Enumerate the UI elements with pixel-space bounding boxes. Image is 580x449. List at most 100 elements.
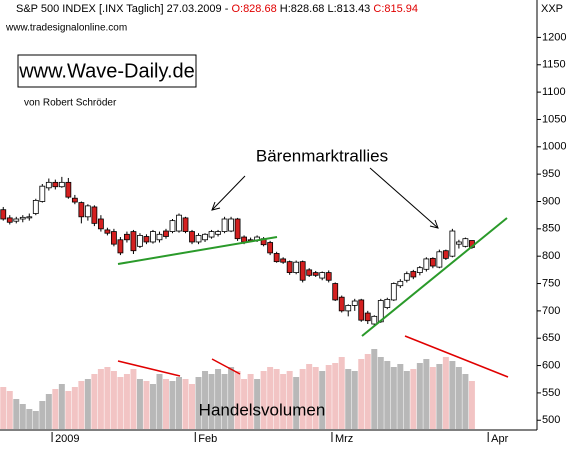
volume-bar bbox=[202, 371, 209, 429]
candle-body bbox=[0, 209, 7, 220]
volume-bar bbox=[195, 377, 202, 429]
candle-body bbox=[351, 300, 358, 306]
volume-bar bbox=[97, 369, 104, 429]
candle-body bbox=[338, 296, 345, 312]
candle-body bbox=[182, 217, 189, 232]
volume-line bbox=[211, 358, 241, 375]
candle-body bbox=[45, 181, 52, 189]
candle-body bbox=[345, 305, 352, 312]
candle-body bbox=[228, 218, 234, 232]
y-tick-label: 550 bbox=[542, 387, 560, 399]
volume-bar bbox=[208, 374, 215, 429]
brand: www.Wave-Daily.de bbox=[18, 60, 195, 82]
volume-line bbox=[404, 335, 509, 378]
volume-bar bbox=[423, 359, 430, 429]
header-close: C:815.94 bbox=[373, 3, 418, 15]
arrow-head bbox=[211, 201, 221, 211]
candle-body bbox=[436, 251, 443, 268]
candle-body bbox=[91, 206, 98, 224]
candle-body bbox=[208, 231, 215, 238]
trend-line bbox=[361, 217, 508, 337]
candle-body bbox=[150, 231, 156, 243]
candle-body bbox=[117, 239, 124, 254]
axis-label: XXP bbox=[541, 3, 563, 15]
candle-body bbox=[423, 258, 430, 270]
x-tick-label: Mrz bbox=[335, 433, 353, 445]
candle-body bbox=[130, 231, 137, 252]
x-tick-label: Feb bbox=[198, 433, 217, 445]
volume-bar bbox=[312, 367, 319, 429]
candle-body bbox=[325, 272, 332, 281]
header-open: O:828.68 bbox=[231, 3, 276, 15]
volume-label: Handelsvolumen bbox=[199, 400, 326, 419]
volume-bar bbox=[442, 357, 449, 429]
candle-body bbox=[364, 312, 371, 322]
candle-body bbox=[442, 250, 449, 259]
candle-body bbox=[78, 202, 85, 218]
candle-body bbox=[169, 220, 176, 232]
volume-bar bbox=[364, 354, 371, 429]
y-tick-label: 1100 bbox=[542, 86, 566, 98]
y-tick-label: 900 bbox=[542, 195, 560, 207]
y-tick-label: 1000 bbox=[542, 141, 566, 153]
header-hl: H:828.68 L:813.43 bbox=[280, 3, 371, 15]
volume-bar bbox=[143, 381, 150, 429]
candle-body bbox=[58, 181, 65, 188]
candle-body bbox=[65, 181, 72, 198]
volume-bar bbox=[215, 369, 222, 429]
volume-bar bbox=[468, 381, 475, 429]
volume-bar bbox=[19, 404, 26, 429]
candle-body bbox=[384, 298, 391, 308]
candle-body bbox=[195, 234, 202, 243]
annotation: Bärenmarktrallies bbox=[256, 146, 388, 165]
volume-bar bbox=[410, 369, 417, 429]
candle-body bbox=[312, 272, 319, 276]
volume-bar bbox=[403, 371, 410, 429]
volume-bar bbox=[254, 379, 261, 429]
candle-body bbox=[202, 233, 208, 241]
volume-bar bbox=[117, 377, 124, 429]
volume-bar bbox=[338, 357, 345, 429]
candle-body bbox=[299, 261, 306, 281]
volume-bar bbox=[332, 363, 339, 429]
candle-body bbox=[449, 230, 456, 257]
volume-bar bbox=[358, 359, 365, 429]
volume-bar bbox=[78, 381, 85, 429]
candle-body bbox=[280, 258, 287, 263]
volume-bar bbox=[241, 379, 248, 429]
volume-bar bbox=[319, 371, 326, 429]
candle-body bbox=[306, 269, 313, 276]
candle-body bbox=[111, 231, 117, 245]
candle-body bbox=[19, 216, 26, 220]
volume-bar bbox=[136, 379, 143, 429]
volume-bar bbox=[455, 367, 462, 429]
x-tick-label: 2009 bbox=[55, 433, 79, 445]
candle-body bbox=[124, 233, 130, 241]
source: www.tradesignalonline.com bbox=[5, 23, 127, 34]
volume-bar bbox=[390, 367, 397, 429]
candle-body bbox=[156, 233, 163, 241]
candle-body bbox=[403, 273, 410, 281]
volume-bar bbox=[351, 371, 358, 429]
candle-body bbox=[221, 218, 228, 232]
volume-bar bbox=[84, 379, 91, 429]
volume-bar bbox=[189, 384, 196, 429]
volume-bar bbox=[65, 391, 72, 429]
candle-body bbox=[163, 230, 169, 237]
volume-bar bbox=[429, 367, 436, 429]
y-tick-label: 700 bbox=[542, 305, 560, 317]
candle-body bbox=[189, 231, 195, 243]
volume-bar bbox=[299, 369, 306, 429]
y-tick-label: 650 bbox=[542, 332, 560, 344]
y-tick-label: 800 bbox=[542, 250, 560, 262]
volume-bar bbox=[0, 387, 7, 429]
volume-bar bbox=[384, 361, 391, 429]
volume-bar bbox=[267, 367, 274, 429]
volume-bar bbox=[247, 374, 254, 429]
volume-bar bbox=[39, 401, 46, 429]
candle-body bbox=[332, 283, 339, 301]
volume-bar bbox=[397, 364, 404, 429]
candle-body bbox=[462, 238, 469, 247]
candle-body bbox=[410, 271, 417, 278]
volume-bar bbox=[345, 369, 352, 429]
